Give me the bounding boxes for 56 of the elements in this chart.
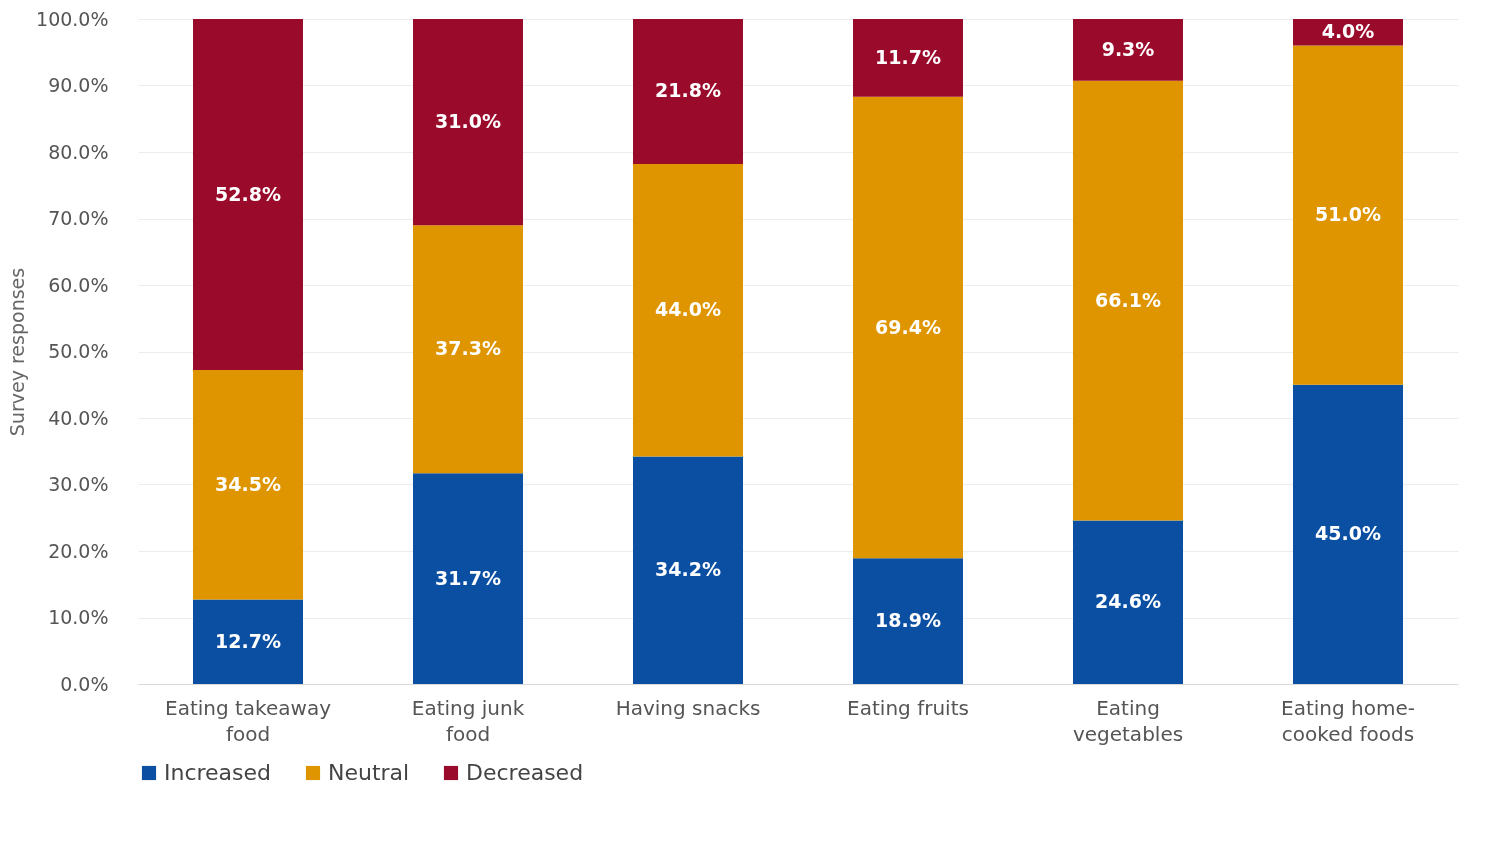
x-tick-label: Eating takeaway food xyxy=(165,695,332,746)
y-tick-label: 20.0% xyxy=(48,539,109,562)
legend-label: Neutral xyxy=(328,760,410,785)
data-label: 45.0% xyxy=(1315,522,1381,545)
bar xyxy=(633,456,743,684)
x-tick-label: Having snacks xyxy=(615,695,761,720)
x-tick-label: Eating fruits xyxy=(847,695,969,720)
data-label: 11.7% xyxy=(875,45,941,68)
data-label: 24.6% xyxy=(1095,590,1161,613)
bar xyxy=(633,19,743,164)
bar xyxy=(193,599,303,684)
y-tick-label: 50.0% xyxy=(48,340,109,362)
y-tick-label: 70.0% xyxy=(48,207,109,229)
y-tick-label: 10.0% xyxy=(48,606,109,628)
y-tick-label: 100.0% xyxy=(36,7,109,30)
x-tick-label: Eating home-cooked foods xyxy=(1281,695,1415,746)
y-tick-label: 90.0% xyxy=(48,74,109,96)
y-tick-label: 80.0% xyxy=(48,140,109,163)
data-label: 9.3% xyxy=(1101,37,1155,60)
data-label: 52.8% xyxy=(215,182,281,205)
y-tick-label: 60.0% xyxy=(48,273,109,296)
data-label: 31.0% xyxy=(435,110,501,133)
bar xyxy=(193,19,303,371)
bar xyxy=(193,370,303,600)
legend-label: Increased xyxy=(164,760,272,785)
data-label: 66.1% xyxy=(1095,288,1161,311)
bar xyxy=(1293,45,1403,385)
data-label: 4.0% xyxy=(1321,20,1375,43)
bar xyxy=(1293,384,1403,684)
data-label: 12.7% xyxy=(215,629,281,652)
data-label: 34.5% xyxy=(215,472,281,495)
data-label: 37.3% xyxy=(435,337,501,360)
bar xyxy=(853,558,963,684)
bar xyxy=(633,163,743,457)
bar xyxy=(1073,19,1183,81)
bar xyxy=(853,19,963,97)
data-label: 51.0% xyxy=(1315,203,1381,226)
bar xyxy=(413,19,523,226)
data-label: 18.9% xyxy=(875,609,941,632)
bar xyxy=(413,225,523,474)
data-label: 21.8% xyxy=(655,79,721,102)
y-tick-label: 0.0% xyxy=(60,672,109,695)
y-tick-label: 30.0% xyxy=(48,473,109,495)
bar xyxy=(853,96,963,559)
bar xyxy=(1073,80,1183,521)
bar xyxy=(1073,520,1183,684)
data-label: 44.0% xyxy=(655,298,721,321)
x-tick-label: Eating junk food xyxy=(411,695,525,746)
bar xyxy=(413,473,523,684)
data-label: 31.7% xyxy=(435,566,501,589)
legend-label: Decreased xyxy=(466,760,584,785)
y-axis-title: Survey responses xyxy=(6,267,29,437)
y-tick-label: 40.0% xyxy=(48,406,109,429)
x-tick-label: Eating vegetables xyxy=(1072,695,1184,746)
data-label: 34.2% xyxy=(655,558,721,581)
data-label: 69.4% xyxy=(875,315,941,338)
